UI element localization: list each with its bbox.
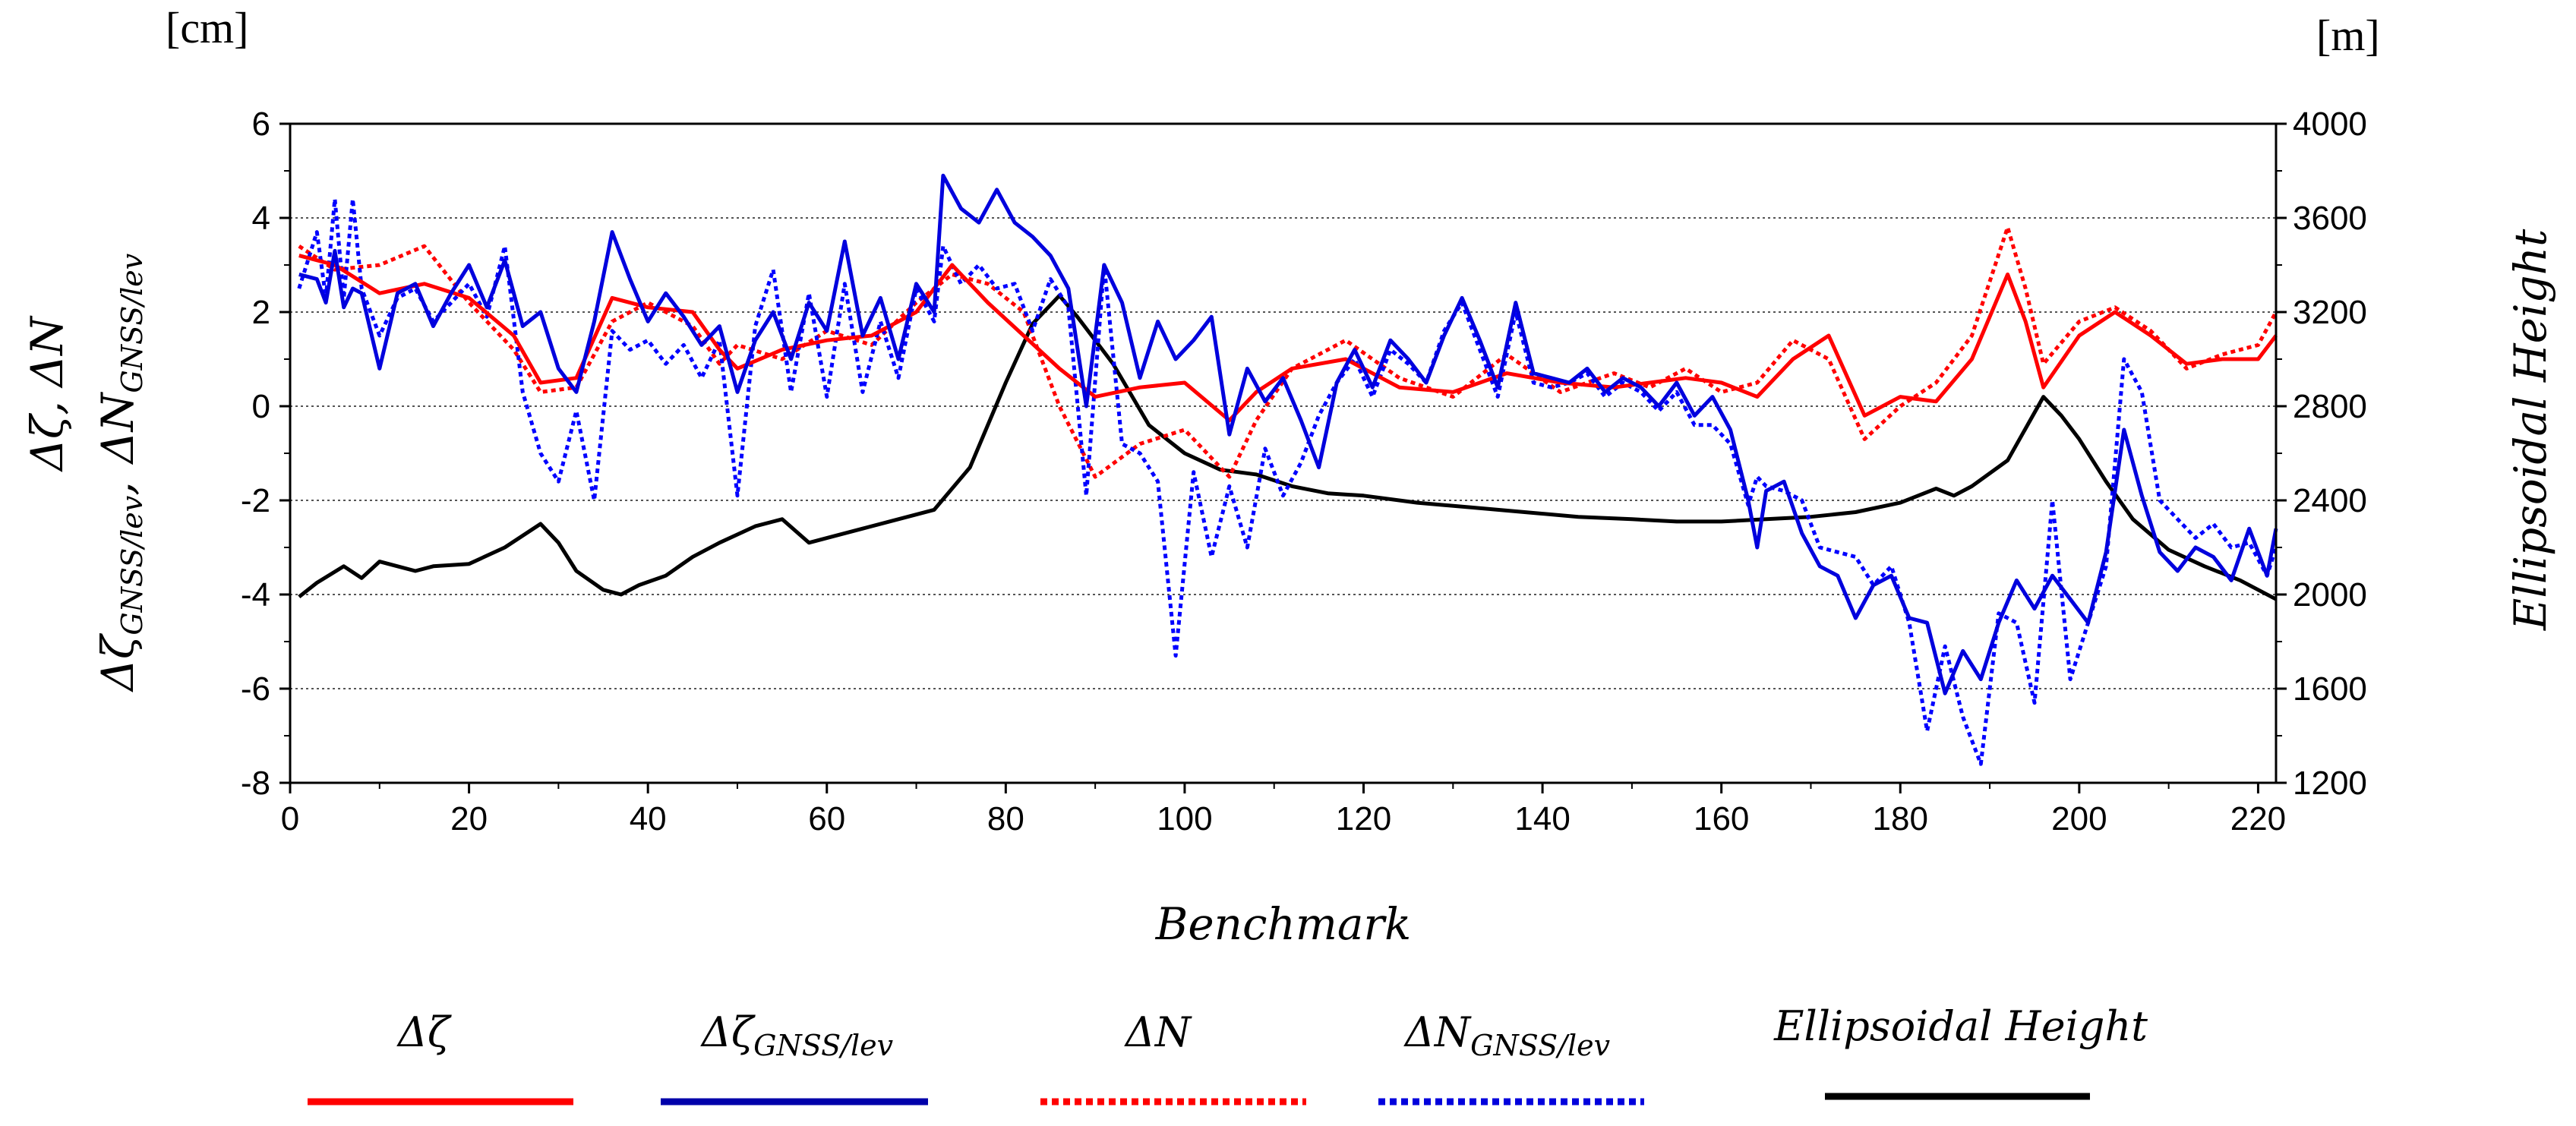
legend-item-dn: ΔN — [1040, 1008, 1306, 1105]
x-tick-label: 60 — [808, 800, 845, 837]
left-tick-label: 6 — [252, 106, 270, 143]
svg-text:Ellipsoidal Height: Ellipsoidal Height — [1773, 1002, 2148, 1050]
left-axis-label-b: ΔN — [92, 391, 144, 465]
x-tick-label: 140 — [1514, 800, 1570, 837]
plot-frame — [289, 122, 2278, 784]
left-tick-label: -2 — [241, 482, 270, 519]
legend-label-ellipsoidal-height: Ellipsoidal Height — [1773, 1002, 2148, 1050]
right-tick-label: 4000 — [2293, 106, 2367, 143]
left-tick-label: 0 — [252, 388, 270, 425]
x-tick-label: 20 — [450, 800, 488, 837]
right-tick-label: 1600 — [2293, 670, 2367, 708]
legend-label-dzeta-gnss-sub: GNSS/lev — [753, 1029, 893, 1062]
legend-label-dzeta: Δζ — [396, 1008, 452, 1056]
x-tick-label: 80 — [987, 800, 1024, 837]
left-tick-label: 4 — [252, 200, 270, 237]
right-tick-label: 1200 — [2293, 765, 2367, 802]
left-axis-label-sep: , — [92, 481, 144, 495]
left-axis-label-b-sub: GNSS/lev — [115, 253, 149, 393]
left-tick-label: -8 — [241, 765, 270, 802]
right-tick-label: 3600 — [2293, 200, 2367, 237]
x-axis-label: Benchmark — [1155, 898, 1412, 950]
legend-item-ellipsoidal-height: Ellipsoidal Height — [1773, 1002, 2148, 1100]
legend-label-dn-gnss: ΔN — [1403, 1008, 1472, 1056]
legend-item-dzeta: Δζ — [308, 1008, 573, 1105]
series-dzeta-gnss-line — [298, 173, 2278, 695]
x-tick-label: 200 — [2051, 800, 2107, 837]
gridlines — [290, 217, 2276, 689]
svg-text:Δζ, ΔN: Δζ, ΔN — [21, 315, 73, 472]
left-tick-label: -6 — [241, 670, 270, 708]
right-axis-label: Ellipsoidal Height — [2505, 229, 2556, 631]
svg-text:ΔNGNSS/lev: ΔNGNSS/lev — [1403, 1008, 1611, 1062]
right-tick-label: 2400 — [2293, 482, 2367, 519]
x-tick-label: 40 — [630, 800, 667, 837]
legend: Δζ ΔζGNSS/lev ΔN ΔNGNSS/lev Ellipsoidal … — [308, 1002, 2148, 1105]
legend-label-dn-gnss-sub: GNSS/lev — [1470, 1029, 1610, 1062]
x-tick-label: 0 — [281, 800, 299, 837]
left-tick-label: -4 — [241, 576, 270, 613]
right-tick-label: 3200 — [2293, 294, 2367, 331]
svg-text:ΔζGNSS/lev: ΔζGNSS/lev — [700, 1008, 894, 1062]
svg-text:Δζ: Δζ — [396, 1008, 452, 1056]
series-dn-gnss-line — [297, 197, 2278, 766]
right-tick-label: 2000 — [2293, 576, 2367, 613]
left-axis-label-line1: Δζ, ΔN — [21, 315, 73, 472]
legend-item-dzeta-gnss: ΔζGNSS/lev — [661, 1008, 928, 1105]
x-tick-label: 120 — [1336, 800, 1391, 837]
series-dzeta-line — [298, 254, 2278, 423]
legend-item-dn-gnss: ΔNGNSS/lev — [1378, 1008, 1644, 1105]
svg-text:ΔN: ΔN — [1124, 1008, 1192, 1056]
series-layer — [297, 173, 2278, 766]
left-axis-unit: [cm] — [166, 3, 249, 52]
left-axis-label-a: Δζ — [92, 632, 144, 692]
svg-text:ΔζGNSS/lev,ΔNGNSS/lev: ΔζGNSS/lev,ΔNGNSS/lev — [92, 253, 149, 692]
x-tick-label: 220 — [2230, 800, 2286, 837]
legend-label-dn: ΔN — [1124, 1008, 1192, 1056]
left-axis-label-a-sub: GNSS/lev — [115, 495, 149, 635]
right-tick-label: 2800 — [2293, 388, 2367, 425]
axes: 6420-2-4-6-84000360032002800240020001600… — [241, 106, 2367, 837]
x-tick-label: 160 — [1694, 800, 1749, 837]
legend-label-dzeta-gnss: Δζ — [700, 1008, 756, 1056]
left-tick-label: 2 — [252, 294, 270, 331]
x-tick-label: 100 — [1157, 800, 1212, 837]
right-axis-unit: [m] — [2316, 11, 2380, 60]
series-dn-line — [298, 225, 2278, 479]
x-tick-label: 180 — [1873, 800, 1928, 837]
